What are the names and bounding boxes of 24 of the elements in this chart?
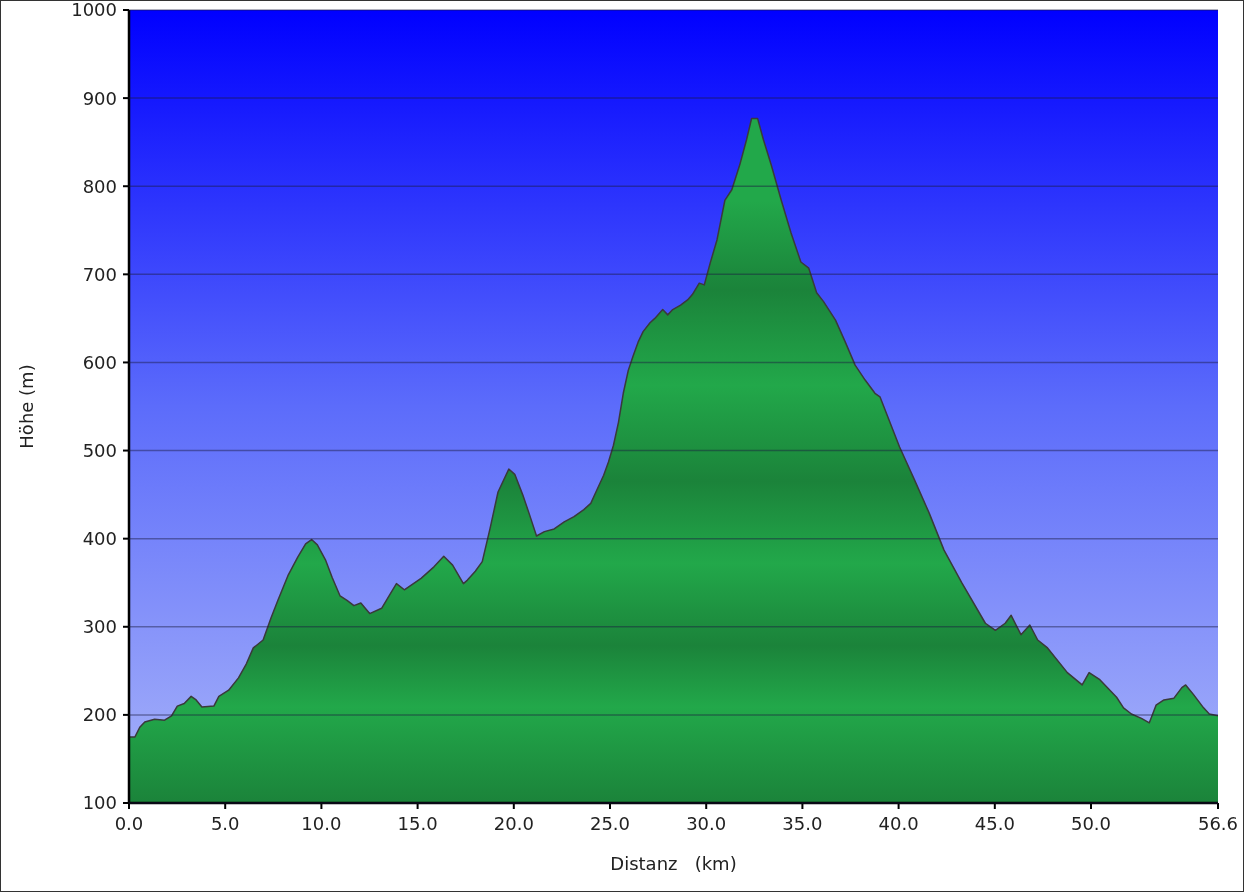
y-axis-title: Höhe (m) [16, 364, 37, 449]
x-tick-label: 45.0 [974, 812, 1015, 834]
y-tick-label: 100 [82, 792, 117, 814]
x-tick-label: 0.0 [114, 812, 144, 834]
x-tick-label: 25.0 [589, 812, 631, 834]
y-tick-label: 400 [82, 528, 117, 550]
y-tick-label: 300 [82, 616, 117, 638]
x-tick-label: 56.6 [1197, 812, 1239, 834]
x-tick-label: 5.0 [210, 812, 240, 834]
y-tick-label: 200 [82, 704, 117, 726]
x-tick-label: 40.0 [878, 812, 919, 834]
y-tick-label: 1000 [71, 0, 117, 21]
y-tick-label: 600 [82, 351, 117, 373]
x-tick-label: 30.0 [686, 812, 727, 834]
x-tick-label: 15.0 [397, 812, 438, 834]
x-tick-label: 35.0 [782, 812, 823, 834]
x-tick-label: 20.0 [493, 812, 534, 834]
y-tick-label: 500 [82, 439, 117, 461]
x-tick-label: 10.0 [301, 812, 342, 834]
x-tick-label: 50.0 [1070, 812, 1112, 834]
x-axis-title: Distanz (km) [610, 853, 737, 874]
y-tick-label: 800 [82, 175, 117, 197]
y-tick-label: 700 [82, 263, 117, 285]
y-tick-label: 900 [82, 87, 117, 109]
